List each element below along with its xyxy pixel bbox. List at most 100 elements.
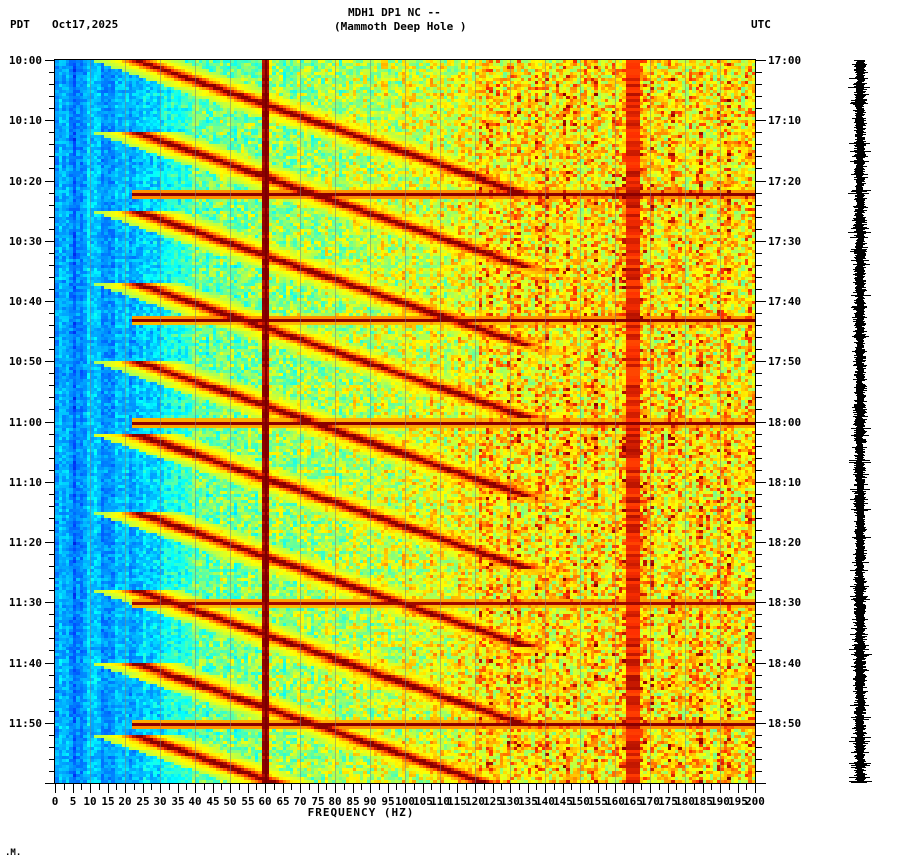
x-tick-minor [519, 784, 520, 790]
x-tick-major [73, 784, 74, 793]
x-axis-label: 140 [535, 795, 555, 808]
y-tick-minor-right [756, 313, 762, 314]
y-tick-minor-right [756, 337, 762, 338]
y-tick-minor-right [756, 711, 762, 712]
y-tick-minor-left [49, 626, 55, 627]
y-axis-left-label: 11:10 [8, 476, 42, 489]
x-tick-major [528, 784, 529, 793]
y-tick-minor-left [49, 132, 55, 133]
y-tick-minor-right [756, 205, 762, 206]
y-tick-minor-right [756, 554, 762, 555]
x-tick-major [300, 784, 301, 793]
y-tick-major-left [45, 361, 55, 362]
y-tick-minor-right [756, 289, 762, 290]
x-axis-label: 195 [728, 795, 748, 808]
y-tick-major-left [45, 602, 55, 603]
y-tick-minor-left [49, 313, 55, 314]
spectrogram-canvas[interactable] [55, 60, 755, 783]
x-tick-major [598, 784, 599, 793]
x-axis-label: 105 [413, 795, 433, 808]
y-axis-right-label: 18:40 [768, 657, 802, 670]
y-tick-minor-left [49, 289, 55, 290]
x-tick-minor [169, 784, 170, 790]
x-tick-minor [571, 784, 572, 790]
x-tick-minor [151, 784, 152, 790]
x-tick-major [423, 784, 424, 793]
y-tick-minor-left [49, 385, 55, 386]
x-tick-minor [554, 784, 555, 790]
y-tick-minor-right [756, 446, 762, 447]
y-tick-major-right [756, 783, 766, 784]
y-tick-major-right [756, 422, 766, 423]
y-tick-major-right [756, 482, 766, 483]
x-tick-major [755, 784, 756, 793]
y-tick-minor-right [756, 470, 762, 471]
x-tick-minor [466, 784, 467, 790]
y-tick-minor-right [756, 687, 762, 688]
x-axis-label: 80 [328, 795, 342, 808]
y-tick-minor-left [49, 759, 55, 760]
y-tick-major-left [45, 783, 55, 784]
y-tick-minor-right [756, 506, 762, 507]
y-tick-minor-right [756, 650, 762, 651]
x-tick-minor [431, 784, 432, 790]
y-tick-minor-left [49, 506, 55, 507]
y-tick-minor-right [756, 265, 762, 266]
y-tick-minor-left [49, 771, 55, 772]
x-tick-major [318, 784, 319, 793]
y-tick-minor-right [756, 409, 762, 410]
y-tick-minor-left [49, 108, 55, 109]
y-axis-right-label: 17:50 [768, 355, 802, 368]
x-tick-minor [624, 784, 625, 790]
y-tick-minor-left [49, 590, 55, 591]
y-axis-left-label: 11:50 [8, 717, 42, 730]
y-tick-major-left [45, 60, 55, 61]
y-tick-minor-right [756, 144, 762, 145]
x-tick-minor [204, 784, 205, 790]
x-tick-minor [326, 784, 327, 790]
x-axis-label: 10 [83, 795, 97, 808]
y-tick-minor-right [756, 84, 762, 85]
x-tick-minor [99, 784, 100, 790]
y-tick-minor-right [756, 349, 762, 350]
y-axis-right-label: 17:20 [768, 175, 802, 188]
y-tick-minor-left [49, 325, 55, 326]
y-tick-minor-left [49, 229, 55, 230]
y-tick-minor-left [49, 349, 55, 350]
y-axis-right-label: 17:00 [768, 54, 802, 67]
y-tick-minor-right [756, 626, 762, 627]
y-tick-minor-left [49, 156, 55, 157]
y-tick-minor-left [49, 638, 55, 639]
y-tick-minor-right [756, 759, 762, 760]
x-axis-label: 75 [311, 795, 325, 808]
y-axis-left-label: 10:20 [8, 175, 42, 188]
y-tick-major-left [45, 723, 55, 724]
x-axis-label: 150 [570, 795, 590, 808]
header-timezone-left: PDT [10, 18, 30, 31]
x-tick-major [388, 784, 389, 793]
x-axis-label: 165 [623, 795, 643, 808]
y-tick-minor-right [756, 217, 762, 218]
x-axis-label: 200 [745, 795, 765, 808]
y-tick-minor-left [49, 277, 55, 278]
y-axis-left-label: 11:40 [8, 657, 42, 670]
y-tick-minor-left [49, 458, 55, 459]
x-tick-major [370, 784, 371, 793]
x-tick-minor [711, 784, 712, 790]
x-tick-major [720, 784, 721, 793]
x-tick-minor [256, 784, 257, 790]
x-tick-minor [344, 784, 345, 790]
spectrogram-plot[interactable] [54, 59, 756, 784]
x-axis-label: 5 [69, 795, 77, 808]
y-tick-minor-left [49, 168, 55, 169]
x-axis-label: 115 [447, 795, 467, 808]
x-tick-major [405, 784, 406, 793]
y-tick-minor-left [49, 373, 55, 374]
x-axis-label: 50 [223, 795, 237, 808]
y-tick-minor-left [49, 675, 55, 676]
x-tick-major [55, 784, 56, 793]
x-tick-minor [239, 784, 240, 790]
x-tick-major [440, 784, 441, 793]
y-tick-minor-left [49, 699, 55, 700]
y-axis-left-label: 10:40 [8, 295, 42, 308]
